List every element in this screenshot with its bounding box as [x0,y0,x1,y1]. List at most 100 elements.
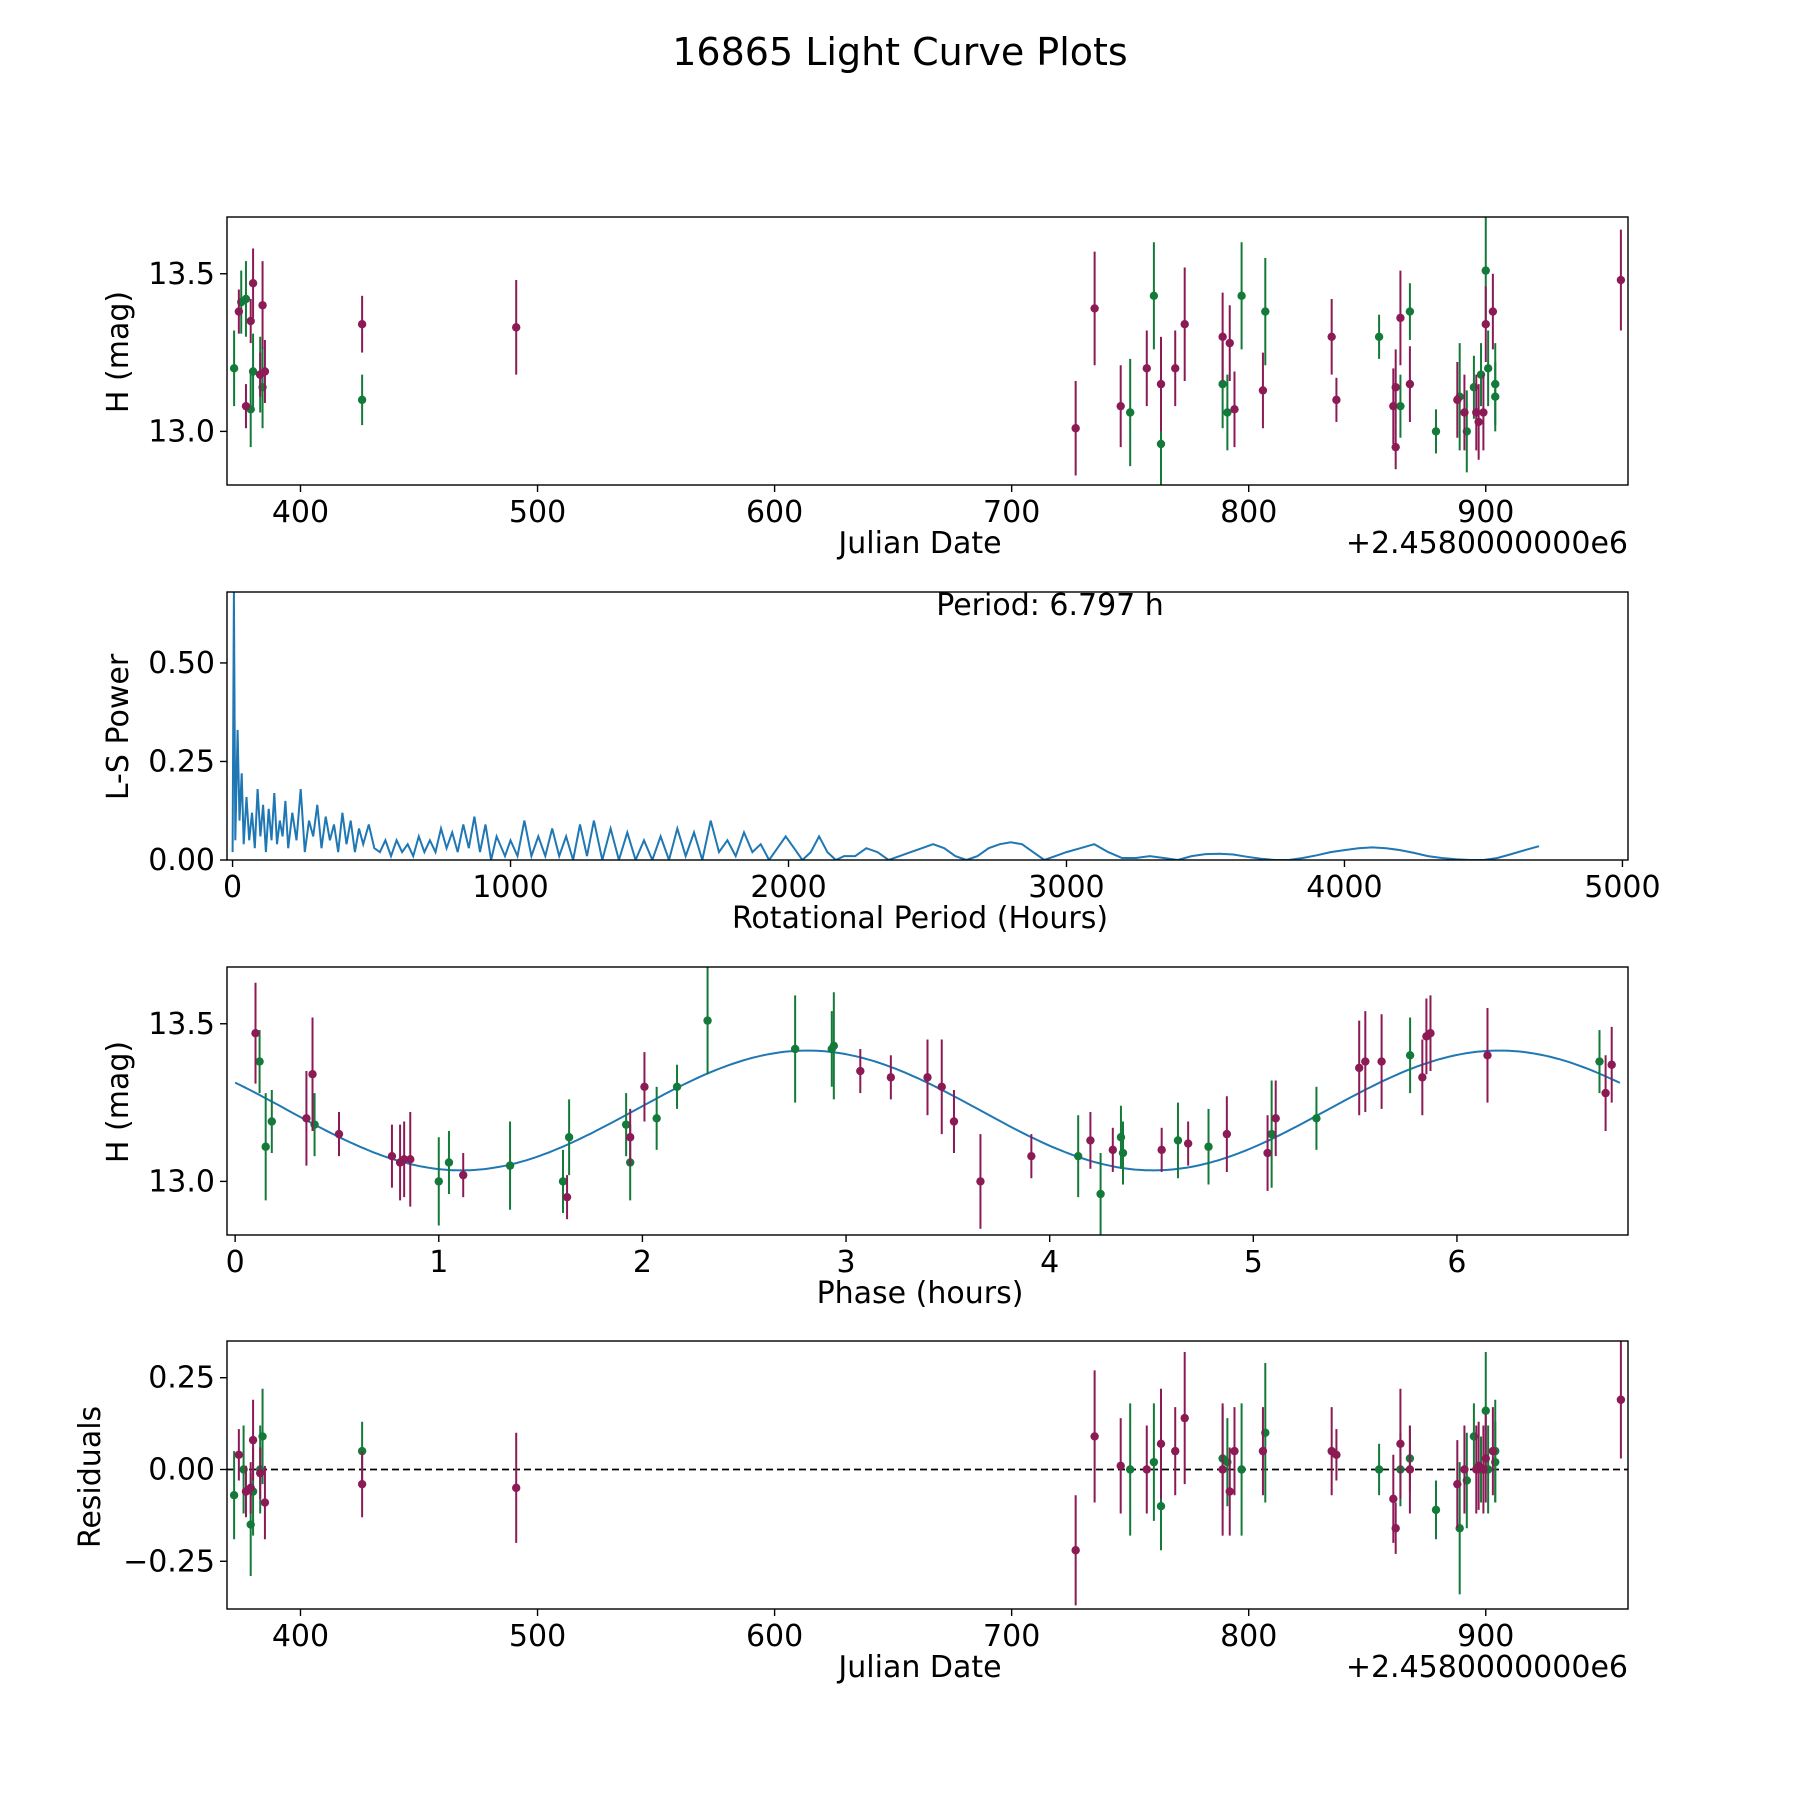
residuals-point-purple [248,1435,258,1445]
residuals-point-purple [1230,1446,1239,1456]
light-curve-point-purple [1156,379,1166,389]
residuals-offset-label: +2.4580000000e6 [1346,1650,1628,1685]
light-curve-point-purple [1479,408,1488,417]
light-curve-point-purple [512,323,521,332]
light-curve-point-green [1405,307,1415,316]
phased-point-green [505,1161,515,1170]
light-curve-point-green [1237,291,1246,301]
phased-point-purple [387,1151,397,1161]
phased-point-green [672,1082,682,1092]
phased-point-green [1595,1057,1604,1066]
residuals-point-purple [1460,1465,1469,1474]
residuals-point-purple [1389,1494,1398,1504]
phased-point-purple [937,1082,946,1092]
phased-point-green [255,1057,264,1066]
residuals-point-green [1125,1465,1135,1474]
light-curve-ytick-label: 13.5 [148,257,215,292]
light-curve-point-green [1125,408,1135,417]
light-curve-point-purple [1616,275,1626,285]
light-curve-point-purple [1396,313,1405,323]
phased-xtick-label: 2 [633,1245,652,1280]
phased-point-purple [399,1155,409,1164]
periodogram-xtick-label: 3000 [1028,870,1104,905]
periodogram-ytick-label: 0.50 [148,646,215,681]
phased-point-purple [1355,1063,1364,1073]
light-curve-point-green [1491,392,1500,401]
residuals-point-purple [1481,1454,1490,1463]
residuals-point-purple [246,1483,255,1493]
residuals-point-purple [1405,1465,1415,1474]
phased-point-green [1204,1142,1213,1151]
light-curve-point-purple [246,316,255,326]
residuals-point-purple [512,1483,521,1493]
residuals-ytick-label: −0.25 [123,1544,215,1579]
residuals-point-green [1237,1465,1246,1474]
residuals-point-purple [1116,1461,1125,1471]
periodogram-xtick-label: 4000 [1306,870,1382,905]
light-curve-panel: Julian Date +2.4580000000e6 H (mag) 400 5… [101,216,1629,561]
light-curve-point-green [229,364,239,373]
periodogram-frame [226,591,1629,861]
light-curve-point-purple [258,301,267,310]
light-curve-xtick-label: 800 [1220,495,1277,530]
phased-point-purple [1607,1060,1616,1069]
phased-point-green [1096,1189,1105,1199]
light-curve-offset-label: +2.4580000000e6 [1346,526,1628,561]
phased-point-purple [302,1114,311,1123]
phased-point-green [444,1158,454,1167]
phased-point-green [564,1133,574,1142]
periodogram-series [231,592,1540,860]
residuals-point-green [1149,1457,1159,1467]
residuals-point-purple [1156,1439,1166,1448]
phased-points [234,967,1621,1235]
phased-point-green [703,1016,712,1025]
residuals-xtick-label: 800 [1220,1619,1277,1654]
phased-point-purple [1263,1148,1272,1158]
light-curve-point-purple [1391,383,1400,392]
light-curve-xtick-label: 900 [1457,495,1514,530]
phased-point-purple [1377,1057,1386,1066]
residuals-point-green [1156,1502,1166,1511]
residuals-point-purple [1090,1432,1099,1441]
phased-ytick-label: 13.0 [148,1164,215,1199]
phased-point-purple [1483,1051,1492,1060]
light-curve-point-green [1431,427,1441,436]
residuals-point-purple [1225,1487,1234,1496]
light-curve-point-purple [1327,332,1336,342]
phased-point-green [1118,1148,1128,1158]
phased-point-green [1173,1136,1183,1145]
phased-point-purple [949,1117,959,1126]
light-curve-point-purple [1481,320,1490,329]
phased-point-green [1405,1051,1415,1060]
light-curve-point-green [1223,408,1232,417]
phased-ytick-label: 13.5 [148,1007,215,1042]
phased-point-purple [459,1170,468,1180]
residuals-point-purple [1616,1395,1626,1404]
residuals-panel: Julian Date +2.4580000000e6 Residuals 40… [73,1340,1629,1685]
light-curve-ytick-label: 13.0 [148,414,215,449]
phased-xtick-label: 0 [226,1245,245,1280]
residuals-point-purple [1218,1465,1227,1474]
light-curve-point-green [1156,439,1166,449]
light-curve-xtick-label: 400 [272,495,329,530]
phased-frame [226,966,1629,1236]
residuals-point-purple [1071,1546,1080,1555]
phased-point-purple [1601,1088,1610,1098]
phased-point-purple [1086,1136,1095,1145]
residuals-point-purple [1180,1413,1189,1423]
phased-point-green [790,1044,800,1054]
residuals-point-purple [357,1479,367,1489]
residuals-point-purple [260,1498,270,1507]
light-curve-point-purple [1474,417,1483,427]
phased-point-green [434,1177,443,1186]
periodogram-ytick-label: 0.00 [148,843,215,878]
periodogram-xtick-label: 1000 [472,870,548,905]
light-curve-point-purple [357,320,367,329]
phased-point-purple [976,1177,985,1186]
residuals-ylabel: Residuals [73,1406,108,1548]
light-curve-xlabel: Julian Date [836,526,1001,561]
light-curve-point-purple [1405,379,1415,389]
phased-point-green [1073,1151,1083,1161]
phased-xtick-label: 4 [1040,1245,1059,1280]
